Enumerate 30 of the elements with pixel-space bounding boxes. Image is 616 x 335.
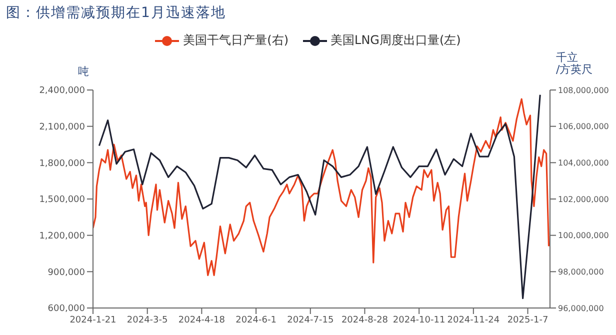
x-tick-label: 2025-1-7: [507, 315, 548, 326]
x-tick-label: 2024-11-24: [447, 315, 500, 326]
x-tick-label: 2024-6-1: [236, 315, 276, 326]
x-tick-label: 2024-7-15: [287, 315, 334, 326]
x-tick-label: 2024-1-21: [70, 315, 116, 326]
x-tick-label: 2024-10-11: [392, 315, 446, 326]
y-tick-label: 1,800,000: [39, 158, 86, 169]
y2-tick-label: 108,000,000: [558, 86, 609, 95]
x-tick-label: 2024-8-28: [341, 315, 388, 326]
chart-title: 图：供增需减预期在1月迅速落地: [6, 5, 226, 21]
y-tick-label: 1,500,000: [39, 195, 86, 206]
x-tick-label: 2024-4-18: [178, 315, 226, 326]
legend-label: 美国LNG周度出口量(左): [330, 32, 461, 49]
legend-label: 美国干气日产量(右): [183, 32, 289, 49]
x-tick-label: 2024-3-5: [126, 315, 168, 326]
y-tick-label: 2,400,000: [39, 86, 86, 96]
y2-tick-label: 106,000,000: [558, 122, 609, 132]
y-axis-title: 吨: [78, 65, 89, 78]
y2-tick-label: 96,000,000: [558, 304, 604, 313]
y-tick-label: 600,000: [48, 304, 86, 314]
y-tick-label: 1,200,000: [39, 232, 86, 242]
line-series: [98, 94, 541, 300]
y2-tick-label: 98,000,000: [558, 268, 604, 277]
y2-tick-label: 102,000,000: [558, 194, 609, 204]
y-tick-label: 900,000: [48, 268, 86, 278]
y2-axis-title: 千立 /方英尺: [556, 51, 593, 76]
y-tick-label: 2,100,000: [39, 122, 86, 133]
y2-tick-label: 104,000,000: [558, 158, 609, 168]
line-series: [93, 98, 550, 276]
y2-tick-label: 100,000,000: [558, 231, 609, 240]
